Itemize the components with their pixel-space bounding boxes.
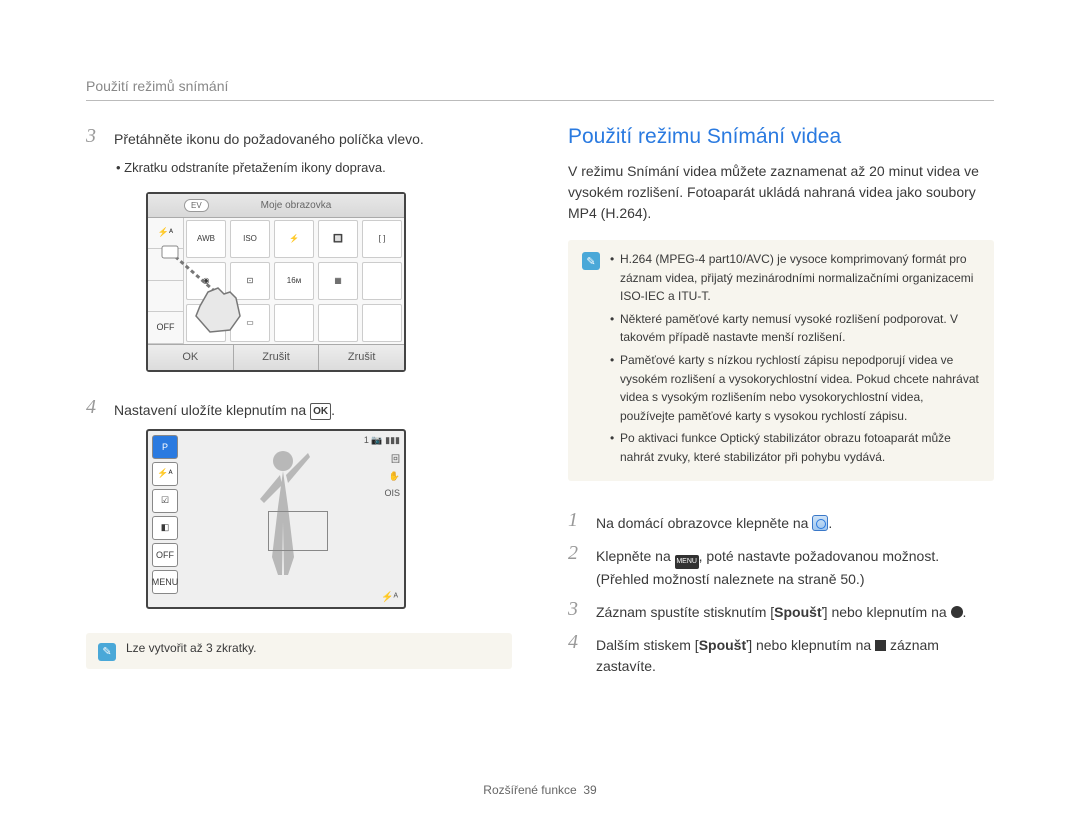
step-1: 1 Na domácí obrazovce klepněte na . xyxy=(568,509,994,534)
step-4: 4 Dalším stiskem [Spoušť] nebo klepnutím… xyxy=(568,631,994,677)
step-4: 4 Nastavení uložíte klepnutím na OK. xyxy=(86,396,512,421)
step-3: 3 Záznam spustíte stisknutím [Spoušť] ne… xyxy=(568,598,994,623)
step-text-part: ] nebo klepnutím na xyxy=(824,604,951,620)
screenshot-body: ⚡ᴬ OFF AWB ISO ⚡ 🔲 [ ] ◉ ⊡ 16м ▦ ⊟ xyxy=(148,218,404,344)
info-item: Některé paměťové karty nemusí vysoké roz… xyxy=(610,310,980,347)
cancel-button[interactable]: Zrušit xyxy=(234,345,320,370)
info-box: ✎ H.264 (MPEG-4 part10/AVC) je vysoce ko… xyxy=(568,240,994,481)
check-button[interactable]: ☑ xyxy=(152,489,178,513)
step-text-part: Klepněte na xyxy=(596,548,675,564)
ev-pill: EV xyxy=(184,199,209,212)
grid-icon: ▦ xyxy=(318,262,358,300)
step-number: 3 xyxy=(568,598,586,623)
step-number: 1 xyxy=(568,509,586,534)
step-number: 4 xyxy=(86,396,104,421)
drag-hand-icon xyxy=(158,244,248,334)
info-item: H.264 (MPEG-4 part10/AVC) je vysoce komp… xyxy=(610,250,980,306)
step-number: 4 xyxy=(568,631,586,677)
note-icon: ✎ xyxy=(582,252,600,270)
status-icon: 回 xyxy=(391,452,400,465)
note-text: Lze vytvořit až 3 zkratky. xyxy=(126,641,256,661)
status-icon: ✋ xyxy=(389,471,400,482)
screenshot-left-buttons: P ⚡ᴬ ☑ ◧ OFF MENU xyxy=(148,431,182,607)
camera-screenshot-preview: P ⚡ᴬ ☑ ◧ OFF MENU 1 📷 ▮▮▮ 回 ✋ OIS ⚡ᴬ xyxy=(146,429,406,609)
note-box: ✎ Lze vytvořit až 3 zkratky. xyxy=(86,633,512,669)
step-text-part: ] nebo klepnutím na xyxy=(748,637,875,653)
left-column: 3 Přetáhněte ikonu do požadovaného políč… xyxy=(86,125,512,689)
camera-screenshot-shortcuts: EV Moje obrazovka ⚡ᴬ OFF AWB ISO ⚡ 🔲 [ ]… xyxy=(146,192,406,372)
step-text: Klepněte na MENU, poté nastavte požadova… xyxy=(596,542,994,590)
bold-label: Spoušť xyxy=(774,604,824,620)
step-text-part: Dalším stiskem [ xyxy=(596,637,699,653)
step-text-part: . xyxy=(963,604,967,620)
grid-icon: 16м xyxy=(274,262,314,300)
grid-icon: [ ] xyxy=(362,220,402,258)
stop-icon xyxy=(875,640,886,651)
step-text: Přetáhněte ikonu do požadovaného políčka… xyxy=(114,125,424,150)
grid-icon xyxy=(274,304,314,342)
section-header: Použití režimů snímání xyxy=(86,78,994,101)
step-text: Nastavení uložíte klepnutím na OK. xyxy=(114,396,335,421)
step-text-part: Záznam spustíte stisknutím [ xyxy=(596,604,774,620)
right-column: Použití režimu Snímání videa V režimu Sn… xyxy=(568,125,994,689)
status-row: 1 📷 ▮▮▮ xyxy=(364,435,400,446)
screenshot-right-icons: 1 📷 ▮▮▮ 回 ✋ OIS xyxy=(364,435,400,498)
bottom-right-indicator: ⚡ᴬ xyxy=(381,592,398,603)
step-3: 3 Přetáhněte ikonu do požadovaného políč… xyxy=(86,125,512,150)
ok-icon: OK xyxy=(310,403,331,420)
step-number: 3 xyxy=(86,125,104,150)
focus-rect xyxy=(268,511,328,551)
off-button[interactable]: OFF xyxy=(152,543,178,567)
bold-label: Spoušť xyxy=(699,637,749,653)
step-2: 2 Klepněte na MENU, poté nastavte požado… xyxy=(568,542,994,590)
step-text: Dalším stiskem [Spoušť] nebo klepnutím n… xyxy=(596,631,994,677)
video-mode-icon xyxy=(812,515,828,531)
grid-icon: ⚡ xyxy=(274,220,314,258)
step-text-part: . xyxy=(331,402,335,418)
step-text-part: Na domácí obrazovce klepněte na xyxy=(596,515,812,531)
filter-button[interactable]: ◧ xyxy=(152,516,178,540)
info-item: Paměťové karty s nízkou rychlostí zápisu… xyxy=(610,351,980,425)
screenshot-topbar: EV Moje obrazovka xyxy=(148,194,404,218)
grid-icon xyxy=(362,304,402,342)
section-title: Použití režimu Snímání videa xyxy=(568,125,994,149)
grid-icon: 🔲 xyxy=(318,220,358,258)
step-text: Na domácí obrazovce klepněte na . xyxy=(596,509,832,534)
info-item: Po aktivaci funkce Optický stabilizátor … xyxy=(610,429,980,466)
screenshot-bottom-buttons: OK Zrušit Zrušit xyxy=(148,344,404,370)
step-number: 2 xyxy=(568,542,586,590)
grid-icon xyxy=(318,304,358,342)
record-icon xyxy=(951,606,963,618)
intro-text: V režimu Snímání videa můžete zaznamenat… xyxy=(568,161,994,224)
info-list: H.264 (MPEG-4 part10/AVC) je vysoce komp… xyxy=(610,250,980,471)
page-footer: Rozšířené funkce 39 xyxy=(0,783,1080,797)
note-icon: ✎ xyxy=(98,643,116,661)
footer-label: Rozšířené funkce xyxy=(483,783,576,797)
topbar-label: Moje obrazovka xyxy=(261,200,332,211)
flash-button[interactable]: ⚡ᴬ xyxy=(152,462,178,486)
ok-button[interactable]: OK xyxy=(148,345,234,370)
two-column-layout: 3 Přetáhněte ikonu do požadovaného políč… xyxy=(86,125,994,689)
status-icon: OIS xyxy=(384,488,400,498)
step-3-sub: Zkratku odstraníte přetažením ikony dopr… xyxy=(116,158,512,178)
menu-button[interactable]: MENU xyxy=(152,570,178,594)
step-text-part: . xyxy=(828,515,832,531)
mode-p-button[interactable]: P xyxy=(152,435,178,459)
footer-page: 39 xyxy=(583,783,596,797)
cancel-button[interactable]: Zrušit xyxy=(319,345,404,370)
step-text-part: Nastavení uložíte klepnutím na xyxy=(114,402,310,418)
grid-icon xyxy=(362,262,402,300)
menu-icon: MENU xyxy=(675,555,699,569)
step-text: Záznam spustíte stisknutím [Spoušť] nebo… xyxy=(596,598,966,623)
